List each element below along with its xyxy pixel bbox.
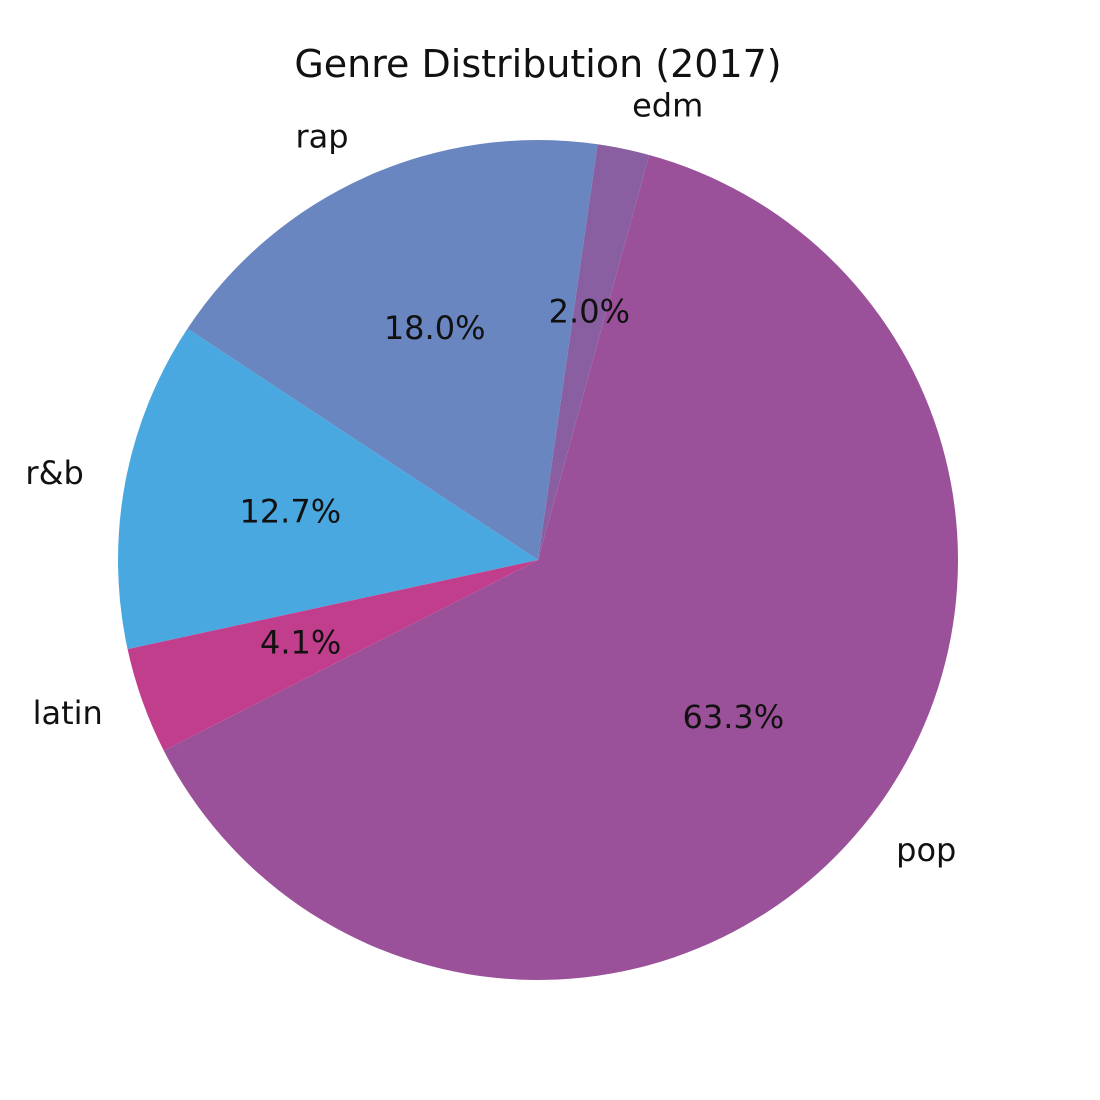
slice-label-rb: r&b (25, 454, 83, 492)
chart-title: Genre Distribution (2017) (294, 42, 781, 86)
pct-label-latin: 4.1% (260, 624, 341, 662)
pie-slice-pop (163, 154, 959, 980)
pct-label-pop: 63.3% (683, 698, 785, 736)
pct-label-rb: 12.7% (239, 493, 341, 531)
slice-label-pop: pop (896, 831, 956, 869)
pie-slice-rb (117, 328, 538, 650)
pie-slice-rap (187, 140, 598, 560)
slice-label-latin: latin (33, 694, 103, 732)
pct-label-rap: 18.0% (384, 309, 486, 347)
pie-labels: pop 63.3% edm 2.0% rap 18.0% r&b 12.7% latin 4.1% (25, 87, 956, 869)
pie-slice-latin (127, 560, 539, 751)
slice-label-edm: edm (632, 87, 703, 125)
pie-slices (117, 140, 959, 980)
pie-slice-edm (538, 144, 650, 561)
pct-label-edm: 2.0% (549, 292, 630, 330)
slice-label-rap: rap (295, 118, 348, 156)
